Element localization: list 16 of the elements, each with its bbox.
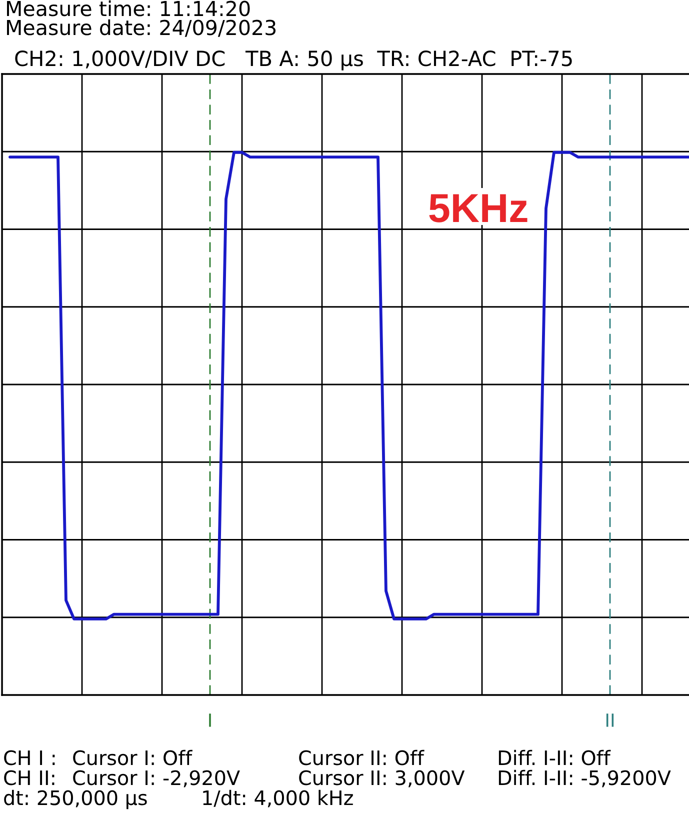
text: Cursor II: 3,000V (299, 770, 465, 788)
text: Cursor I: Off (73, 750, 192, 766)
x-tick-label: II (606, 714, 614, 727)
x-tick-label: I (209, 714, 211, 727)
text: Cursor II: Off (299, 750, 424, 766)
text: Diff. I-II: -5,9200V (498, 770, 671, 788)
text: Measure date: 24/09/2023 (7, 19, 276, 37)
annotation: 5KHz (429, 194, 528, 222)
text: Diff. I-II: Off (498, 750, 611, 766)
text: Cursor I: -2,920V (73, 770, 240, 788)
text: 1/dt: 4,000 kHz (203, 790, 353, 808)
text: dt: 250,000 µs (4, 790, 147, 810)
text: CH2: 1,000V/DIV DC TB A: 50 µs TR: CH2-AC PT:-75 (15, 50, 572, 70)
text: Measure time: 11:14:20 (7, 0, 250, 16)
text: CH I : (4, 750, 55, 766)
text: CH II: (4, 770, 54, 786)
